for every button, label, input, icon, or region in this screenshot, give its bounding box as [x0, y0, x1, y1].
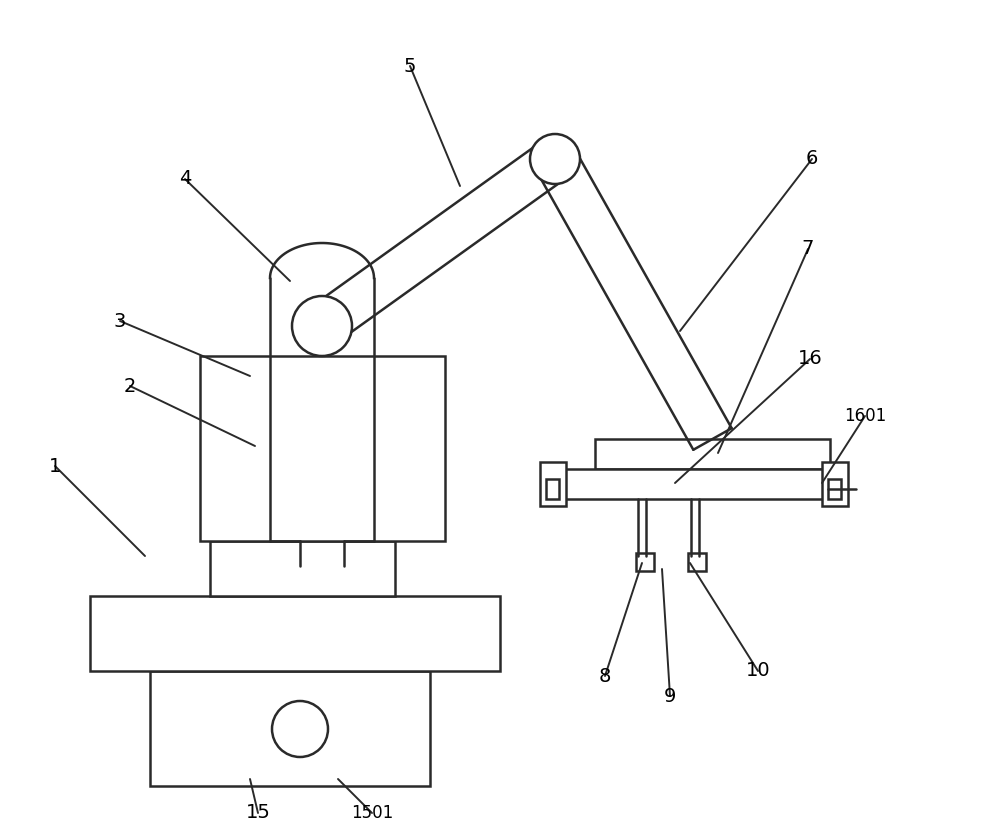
Text: 1601: 1601	[844, 407, 886, 425]
Circle shape	[530, 134, 580, 184]
Bar	[688, 553, 706, 571]
Text: 5: 5	[404, 57, 416, 76]
Text: 7: 7	[802, 239, 814, 258]
Bar	[636, 553, 654, 571]
Text: 1: 1	[49, 456, 61, 475]
Bar	[828, 479, 841, 499]
Bar	[210, 541, 395, 596]
Bar	[562, 469, 830, 499]
Text: 15: 15	[246, 804, 270, 823]
Circle shape	[272, 701, 328, 757]
Bar	[90, 596, 500, 671]
Bar	[822, 462, 848, 506]
Bar	[595, 439, 830, 469]
Text: 8: 8	[599, 666, 611, 686]
Text: 10: 10	[746, 661, 770, 681]
Text: 6: 6	[806, 150, 818, 169]
Text: 1501: 1501	[351, 804, 393, 822]
Text: 9: 9	[664, 686, 676, 706]
Bar	[200, 356, 445, 541]
Bar	[150, 671, 430, 786]
Text: 16: 16	[798, 350, 822, 368]
Bar	[546, 479, 559, 499]
Bar	[540, 462, 566, 506]
Text: 3: 3	[114, 312, 126, 331]
Circle shape	[292, 296, 352, 356]
Text: 2: 2	[124, 376, 136, 396]
Text: 4: 4	[179, 170, 191, 189]
